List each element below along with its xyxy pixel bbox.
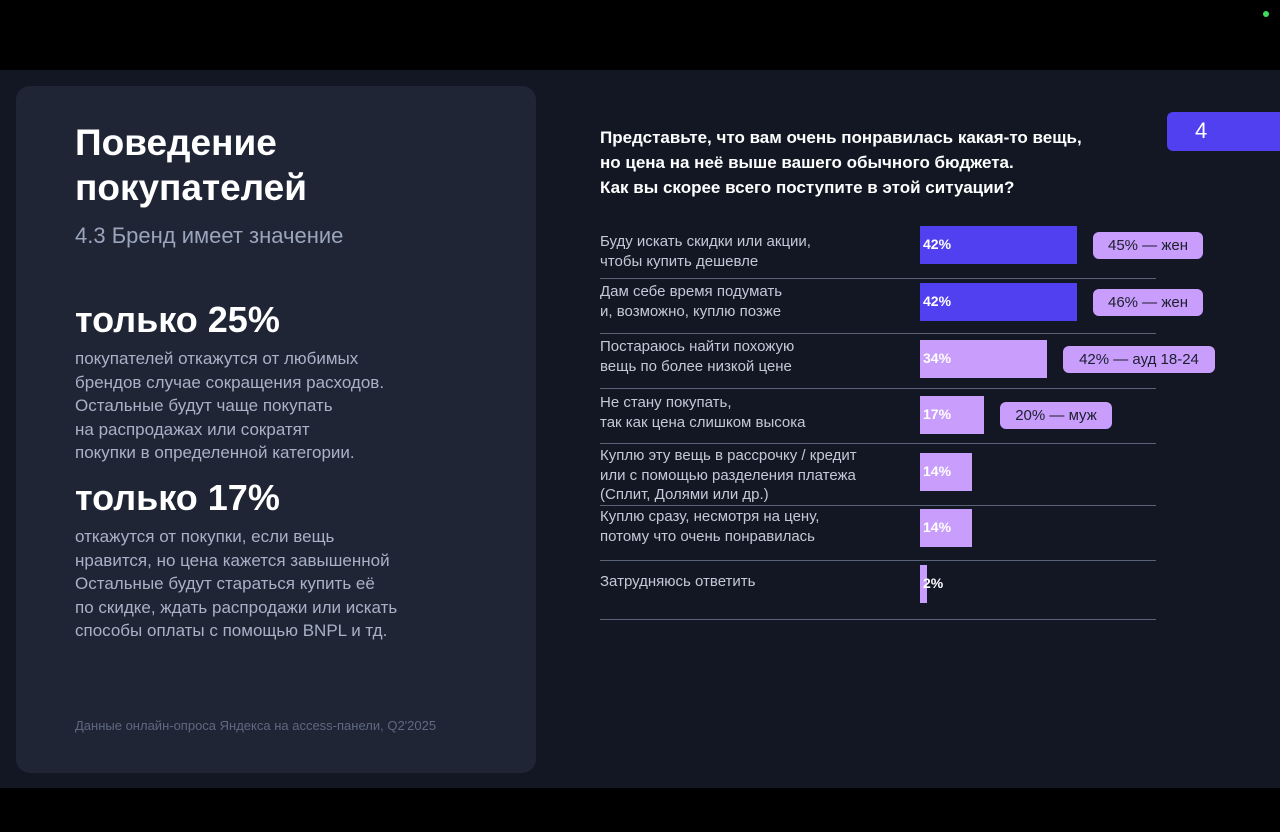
status-indicator bbox=[1263, 11, 1269, 17]
bar-value-label: 34% bbox=[923, 350, 952, 366]
category-label: Буду искать скидки или акции, чтобы купи… bbox=[600, 233, 811, 270]
slide-subtitle: 4.3 Бренд имеет значение bbox=[75, 223, 344, 248]
bar-chart: Буду искать скидки или акции, чтобы купи… bbox=[0, 70, 1280, 788]
category-label: Дам себе время подумать и, возможно, куп… bbox=[600, 283, 783, 320]
bar-value-label: 42% bbox=[923, 293, 952, 309]
row-divider bbox=[600, 560, 1156, 561]
row-divider bbox=[600, 388, 1156, 389]
slide: Поведение покупателей 4.3 Бренд имеет зн… bbox=[0, 70, 1280, 788]
stat-value-1: только 25% bbox=[75, 299, 280, 340]
stat-description-2: откажутся от покупки, если вещь нравится… bbox=[75, 527, 398, 640]
row-divider bbox=[600, 619, 1156, 620]
row-divider bbox=[600, 443, 1156, 444]
chart-title: Представьте, что вам очень понравилась к… bbox=[600, 128, 1082, 197]
bar bbox=[920, 283, 1077, 321]
bar-value-label: 2% bbox=[923, 575, 944, 591]
row-divider bbox=[600, 333, 1156, 334]
bar bbox=[920, 565, 927, 603]
segment-annotation: 45% — жен bbox=[1093, 232, 1203, 259]
segment-annotation: 20% — муж bbox=[1000, 402, 1112, 429]
slide-title: Поведение покупателей bbox=[75, 122, 308, 208]
category-label: Постараюсь найти похожую вещь по более н… bbox=[600, 338, 795, 375]
source-note: Данные онлайн-опроса Яндекса на access-п… bbox=[75, 718, 437, 733]
summary-card: Поведение покупателей 4.3 Бренд имеет зн… bbox=[16, 86, 536, 773]
row-divider bbox=[600, 505, 1156, 506]
bar-value-label: 42% bbox=[923, 236, 952, 252]
segment-annotation: 42% — ауд 18-24 bbox=[1063, 346, 1215, 373]
stat-value-2: только 17% bbox=[75, 477, 280, 518]
category-label: Затрудняюсь ответить bbox=[600, 573, 756, 590]
segment-annotation: 46% — жен bbox=[1093, 289, 1203, 316]
row-divider bbox=[600, 278, 1156, 279]
bar bbox=[920, 226, 1077, 264]
page-number: 4 bbox=[1195, 118, 1208, 143]
bar bbox=[920, 509, 972, 547]
bar-value-label: 17% bbox=[923, 406, 952, 422]
bar bbox=[920, 453, 972, 491]
bar bbox=[920, 340, 1047, 378]
category-label: Куплю сразу, несмотря на цену, потому чт… bbox=[600, 508, 820, 545]
bar-value-label: 14% bbox=[923, 463, 952, 479]
page-number-badge: 4 bbox=[1167, 112, 1280, 151]
category-label: Куплю эту вещь в рассрочку / кредит или … bbox=[600, 447, 857, 503]
stat-description-1: покупателей откажутся от любимых брендов… bbox=[75, 349, 385, 462]
bar bbox=[920, 396, 984, 434]
category-label: Не стану покупать, так как цена слишком … bbox=[600, 394, 806, 431]
bar-value-label: 14% bbox=[923, 519, 952, 535]
